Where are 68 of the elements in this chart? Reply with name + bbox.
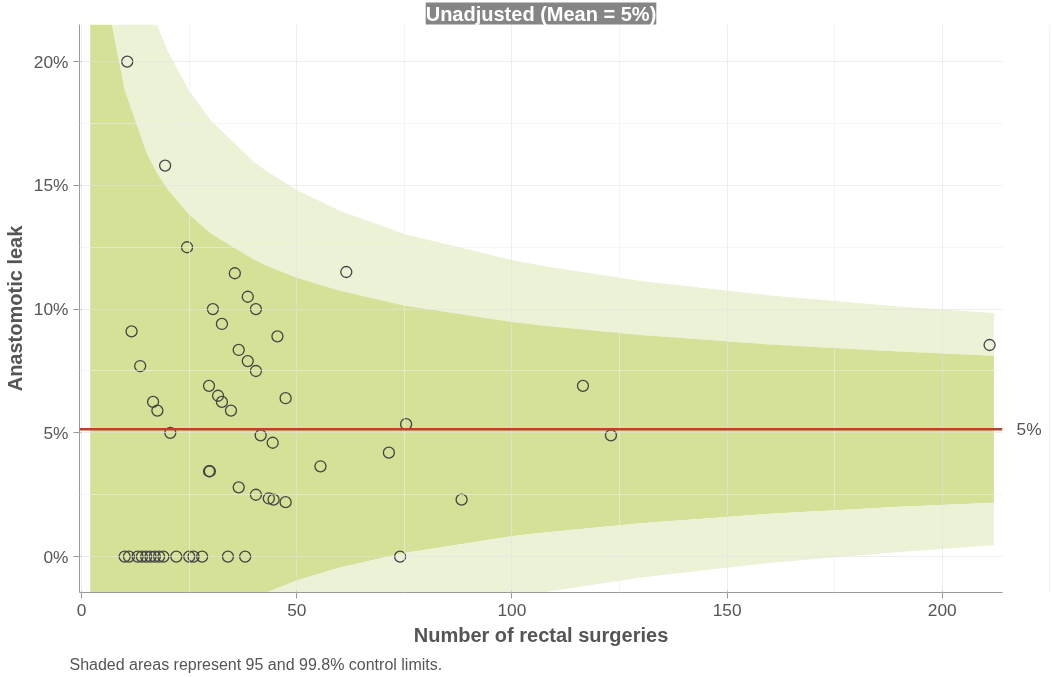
point <box>249 488 263 501</box>
point <box>279 496 292 509</box>
point <box>254 429 267 442</box>
point <box>157 550 170 563</box>
point <box>164 426 177 440</box>
point <box>148 550 161 563</box>
point <box>393 550 407 563</box>
point <box>134 359 147 373</box>
point <box>399 418 413 431</box>
y-tick-label: 10% <box>33 299 69 320</box>
point <box>455 493 468 506</box>
point <box>202 379 216 392</box>
point <box>239 550 252 563</box>
ref-line-label: 5% <box>1016 419 1042 440</box>
point <box>131 550 144 563</box>
point <box>241 354 254 368</box>
point <box>135 550 149 563</box>
point <box>262 492 275 505</box>
x-tick-label: 150 <box>712 599 742 620</box>
y-tick-label: 5% <box>43 422 69 443</box>
point <box>241 290 254 303</box>
point <box>206 302 220 316</box>
point <box>604 429 618 442</box>
text: Shaded areas represent 95 and 99.8% control limits. <box>69 655 443 673</box>
point <box>183 550 196 563</box>
x-axis-title: Number of rectal surgeries <box>413 623 669 646</box>
point <box>121 55 134 68</box>
point <box>195 550 209 563</box>
y-tick-label: 0% <box>43 546 69 567</box>
point <box>224 404 238 417</box>
point <box>271 330 284 343</box>
point <box>144 550 157 563</box>
point <box>122 550 136 563</box>
y-tick-label: 15% <box>33 175 69 196</box>
chart-title: Unadjusted (Mean = 5%) <box>425 2 657 25</box>
point <box>221 550 235 563</box>
point <box>215 317 229 331</box>
point <box>314 460 327 473</box>
point <box>180 241 194 254</box>
point <box>249 302 263 316</box>
point <box>187 550 200 563</box>
point <box>118 550 131 563</box>
point <box>232 481 245 494</box>
point <box>170 550 183 563</box>
point <box>983 338 996 352</box>
y-axis-title: Anastomotic leak <box>3 224 26 392</box>
point <box>140 550 153 563</box>
point <box>266 436 279 449</box>
point <box>232 343 245 357</box>
point <box>211 389 225 402</box>
point <box>215 395 229 409</box>
x-tick-label: 100 <box>497 599 527 620</box>
x-tick-label: 50 <box>287 599 307 620</box>
point <box>249 364 263 378</box>
x-tick-label: 200 <box>927 599 957 620</box>
point <box>382 446 396 459</box>
point <box>340 265 353 279</box>
x-tick-label: 0 <box>76 599 87 620</box>
point <box>151 404 164 417</box>
point <box>576 379 590 392</box>
y-tick-label: 20% <box>33 51 69 72</box>
point <box>125 325 138 338</box>
point <box>158 159 172 172</box>
point <box>152 550 166 563</box>
point <box>146 395 160 409</box>
point <box>279 392 292 405</box>
point <box>228 267 241 280</box>
point <box>267 493 280 506</box>
